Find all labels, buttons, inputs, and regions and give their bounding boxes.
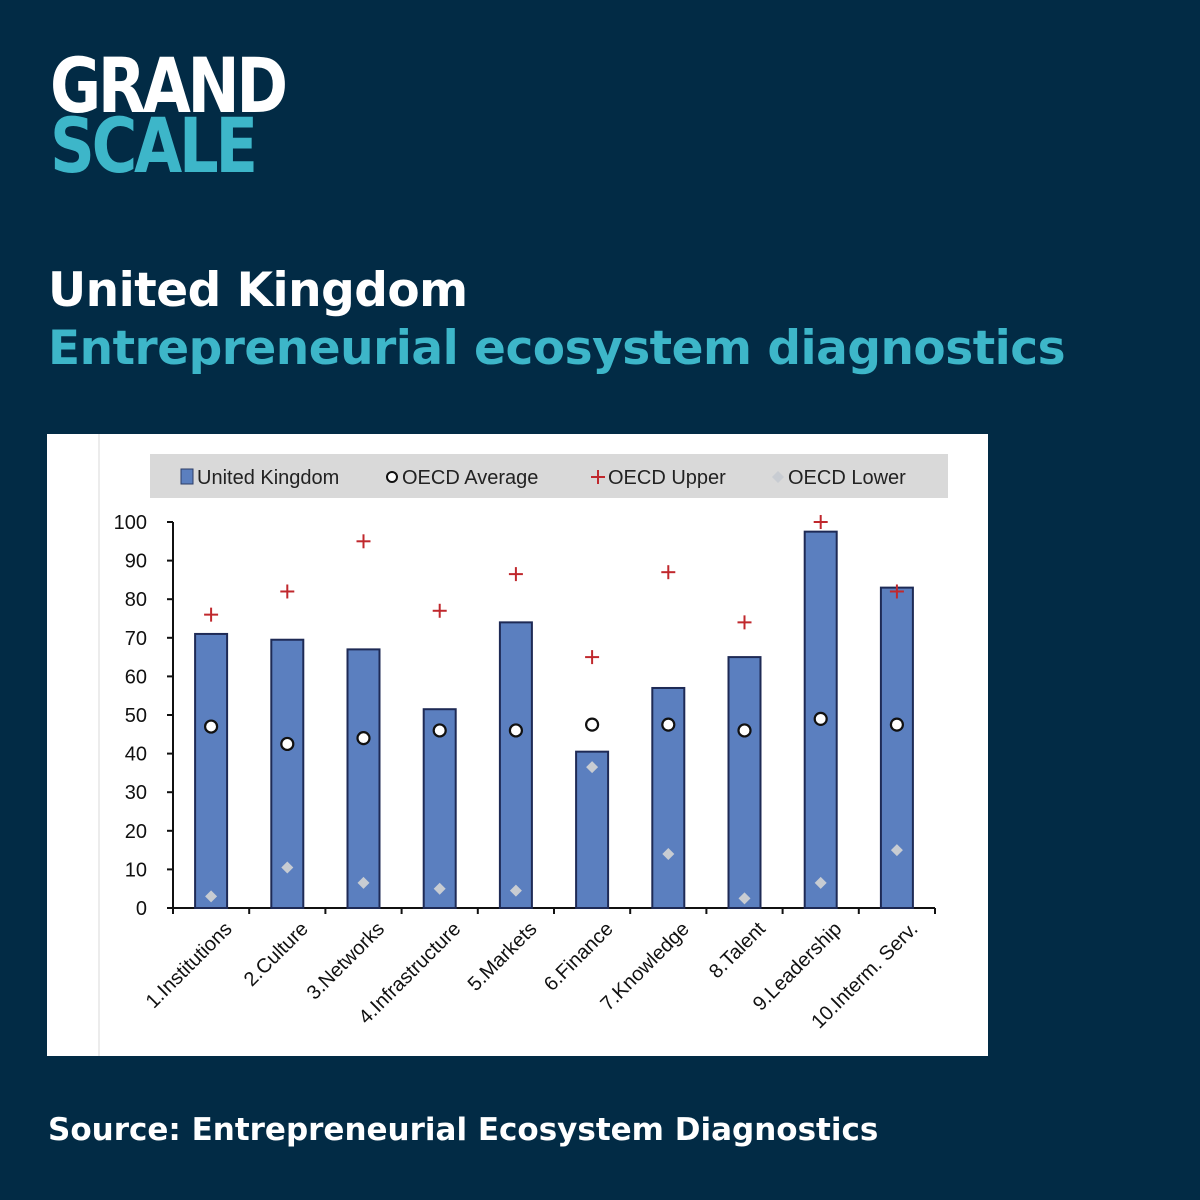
page-subtitle: Entrepreneurial ecosystem diagnostics [48,321,1066,376]
legend-diamond-marker [772,471,784,483]
y-tick-label: 50 [125,705,147,727]
oecd-lower-point [814,876,827,889]
y-tick-label: 0 [136,898,147,920]
legend-label: OECD Lower [788,467,906,489]
y-tick-label: 60 [125,666,147,688]
y-tick-label: 100 [114,512,147,534]
oecd-average-point [508,723,523,738]
legend-label: United Kingdom [197,467,339,489]
oecd-upper-point [204,607,219,622]
oecd-lower-point [662,847,675,860]
bar [194,632,229,909]
legend-item: United Kingdom [180,467,339,489]
logo-scale-text: SCALE [50,101,258,190]
oecd-lower-point [433,882,446,895]
oecd-upper-point [432,603,447,618]
oecd-lower-point [890,844,903,857]
oecd-upper-point [280,584,295,599]
x-category-label: 6.Finance [540,918,618,996]
bar [422,708,457,909]
oecd-average-point [737,723,752,738]
oecd-average-point [889,717,905,732]
oecd-upper-point [737,615,752,630]
oecd-upper-point [356,534,371,549]
oecd-average-point [356,731,371,746]
oecd-average-point [813,711,828,726]
y-tick-label: 20 [125,821,147,843]
legend-background [150,454,948,498]
oecd-lower-point [205,890,218,903]
oecd-average-point [584,717,600,732]
oecd-upper-point [585,650,600,665]
oecd-upper-point [661,565,676,580]
y-tick-label: 70 [125,628,147,650]
legend-circle-marker [386,471,398,483]
legend-item: OECD Average [386,467,538,489]
bar [346,648,381,909]
oecd-average-point [280,736,295,752]
y-tick-label: 40 [125,744,147,766]
oecd-average-point [204,719,219,734]
x-category-label: 2.Culture [240,918,313,991]
bar [879,586,914,909]
x-category-label: 8.Talent [705,918,770,983]
legend-label: OECD Upper [608,467,726,489]
x-category-label: 5.Markets [464,918,542,996]
y-tick-label: 10 [125,859,147,881]
chart-panel: United Kingdom OECD Average OECD Upper OECD… [47,434,988,1056]
bar [498,621,533,910]
oecd-average-point [661,717,676,732]
oecd-lower-point [509,884,522,897]
oecd-lower-point [281,861,294,874]
bar-chart: United Kingdom OECD Average OECD Upper OECD… [98,434,948,1056]
bar [727,656,762,909]
legend: United Kingdom OECD Average OECD Upper OECD… [150,454,948,498]
legend-bar-swatch [180,468,194,485]
x-category-label: 1.Institutions [142,918,237,1013]
y-tick-label: 30 [125,782,147,804]
bar [575,750,610,910]
legend-item: OECD Lower [772,467,906,489]
legend-item: OECD Upper [591,467,726,489]
heading: United Kingdom Entrepreneurial ecosystem… [48,262,1066,378]
page-title: United Kingdom [48,263,468,318]
y-tick-label: 80 [125,589,147,611]
logo-grand-text: GRAND [50,41,288,130]
oecd-lower-point [357,876,370,889]
oecd-lower-point [586,761,599,774]
grand-scale-logo: GRAND SCALE [50,41,336,190]
oecd-upper-point [889,584,904,599]
source-note: Source: Entrepreneurial Ecosystem Diagno… [48,1112,879,1148]
oecd-upper-point [508,567,523,582]
legend-label: OECD Average [402,467,538,489]
oecd-average-point [432,723,447,738]
oecd-upper-point [813,515,828,529]
oecd-lower-point [738,892,751,905]
y-tick-label: 90 [125,551,147,573]
